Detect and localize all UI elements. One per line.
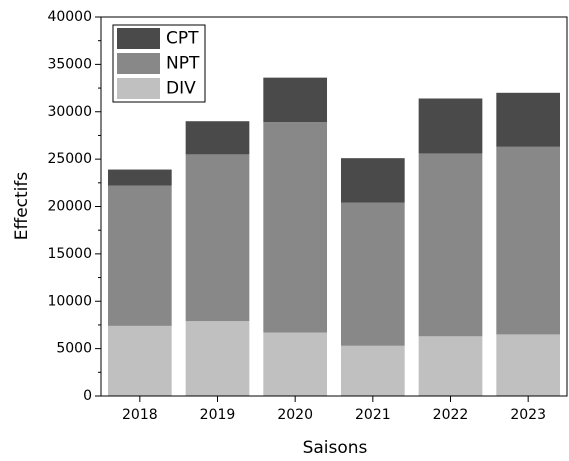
bar-segment [185, 321, 250, 396]
bar-segment [185, 121, 250, 155]
bar-segment [263, 122, 328, 333]
x-tick-label: 2023 [510, 407, 546, 423]
bar-segment [107, 185, 172, 326]
bar-segment [496, 334, 561, 396]
bar-segment [418, 153, 483, 337]
bar-segment [418, 336, 483, 396]
x-axis-label: Saisons [303, 438, 368, 458]
bar-segment [263, 332, 328, 396]
x-tick-label: 2018 [122, 407, 158, 423]
legend-swatch [117, 78, 160, 99]
x-tick-label: 2022 [433, 407, 469, 423]
legend-swatch [117, 53, 160, 74]
bar-segment [418, 98, 483, 154]
bar-segment [496, 146, 561, 335]
y-tick-label: 10000 [47, 293, 92, 309]
bar-segment [340, 202, 405, 346]
legend-label: NPT [166, 54, 200, 74]
y-axis-label: Effectifs [12, 172, 32, 241]
bar-segment [340, 158, 405, 203]
y-tick-label: 0 [83, 388, 92, 404]
y-tick-label: 35000 [47, 56, 92, 72]
y-tick-label: 40000 [47, 9, 92, 25]
legend-swatch [117, 28, 160, 49]
bar-segment [107, 169, 172, 186]
bar-segment [496, 92, 561, 147]
y-tick-label: 30000 [47, 104, 92, 120]
bar-segment [107, 325, 172, 396]
x-tick-label: 2020 [277, 407, 313, 423]
legend-label: CPT [166, 29, 199, 49]
y-tick-label: 5000 [56, 341, 92, 357]
legend-label: DIV [166, 79, 196, 99]
x-tick-label: 2021 [355, 407, 391, 423]
y-tick-label: 20000 [47, 199, 92, 215]
bar-segment [185, 154, 250, 322]
bar-segment [340, 345, 405, 396]
y-tick-label: 25000 [47, 151, 92, 167]
bar-segment [263, 77, 328, 123]
y-tick-label: 15000 [47, 246, 92, 262]
x-tick-label: 2019 [200, 407, 236, 423]
